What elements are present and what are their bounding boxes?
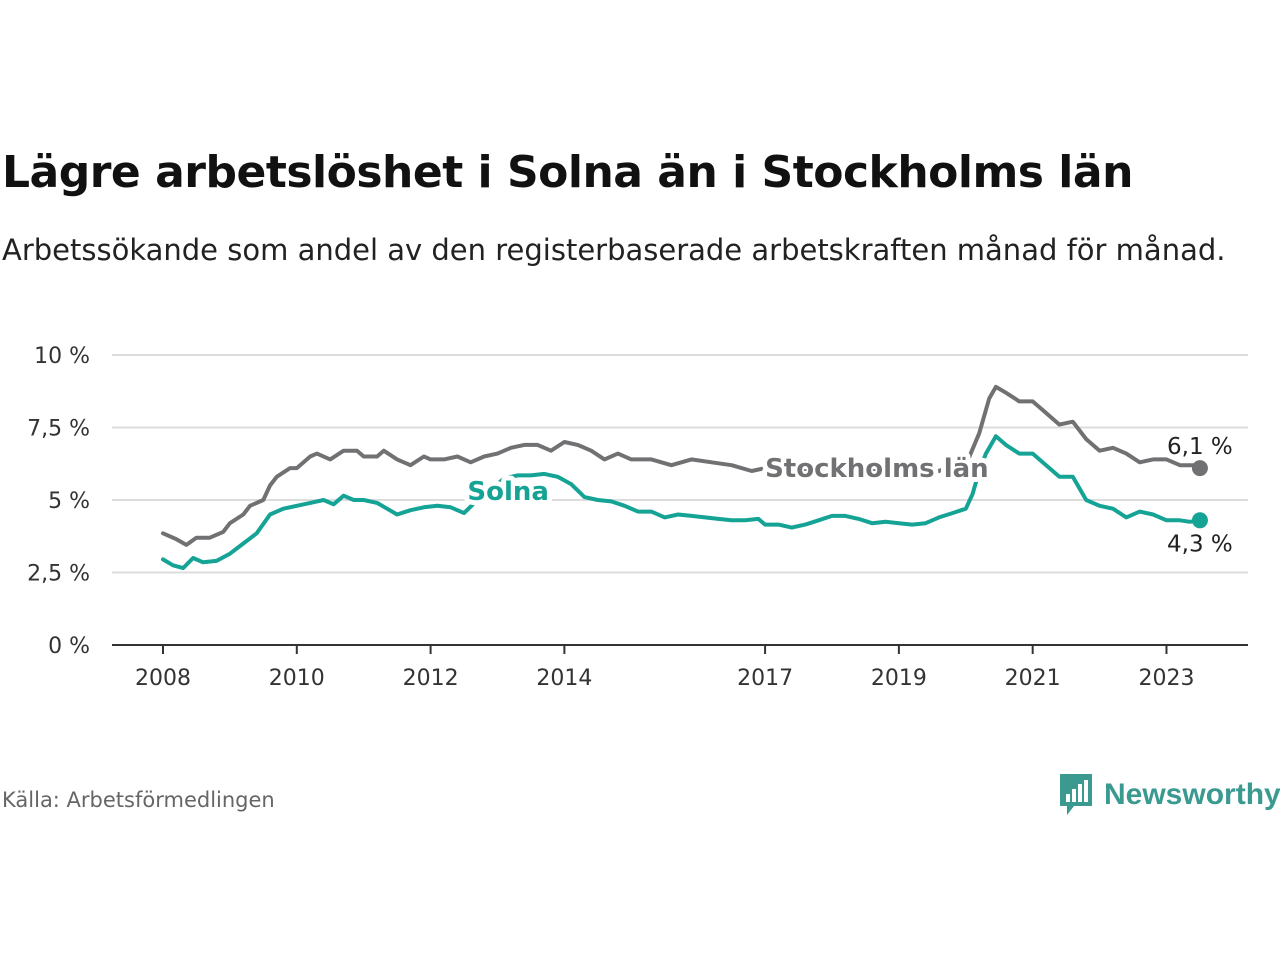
brand-name: Newsworthy [1104, 778, 1280, 811]
end-point-marker [1191, 460, 1208, 477]
series-label: Stockholms län [765, 454, 989, 484]
y-tick-label: 7,5 % [27, 417, 90, 442]
end-value-label: 4,3 % [1167, 531, 1233, 557]
source-note: Källa: Arbetsförmedlingen [2, 788, 275, 812]
end-point-marker [1191, 512, 1208, 529]
end-value-label: 6,1 % [1167, 434, 1233, 460]
series-line-solna [161, 434, 1202, 571]
series-line-stockholms-lan [161, 384, 1202, 547]
line-chart: 0 % 2,5 % 5 % 7,5 % 10 % 2008 2010 2012 2014 2017… [27, 344, 1248, 691]
series-lines [161, 384, 1208, 571]
x-tick-label: 2012 [403, 666, 459, 691]
series-labels: 6,1 % 4,3 % Stockholms län Solna [462, 434, 1233, 557]
y-tick-label: 10 % [34, 344, 90, 369]
x-tick-label: 2019 [871, 666, 927, 691]
series-label: Solna [467, 477, 549, 507]
axes: 0 % 2,5 % 5 % 7,5 % 10 % 2008 2010 2012 2014 2017… [27, 344, 1248, 691]
y-tick-label: 0 % [48, 634, 90, 659]
x-tick-label: 2008 [135, 666, 191, 691]
x-tick-label: 2017 [737, 666, 793, 691]
newsworthy-logo-icon [1060, 774, 1092, 815]
chart-title: Lägre arbetslöshet i Solna än i Stockhol… [2, 147, 1133, 198]
gridlines [112, 354, 1248, 574]
x-tick-label: 2021 [1005, 666, 1061, 691]
x-tick-label: 2023 [1138, 666, 1194, 691]
y-tick-label: 2,5 % [27, 562, 90, 587]
chart-subtitle: Arbetssökande som andel av den registerb… [2, 233, 1226, 267]
y-tick-label: 5 % [48, 489, 90, 514]
x-tick-label: 2010 [269, 666, 325, 691]
brand-logo: Newsworthy [1058, 772, 1280, 818]
x-tick-label: 2014 [536, 666, 592, 691]
